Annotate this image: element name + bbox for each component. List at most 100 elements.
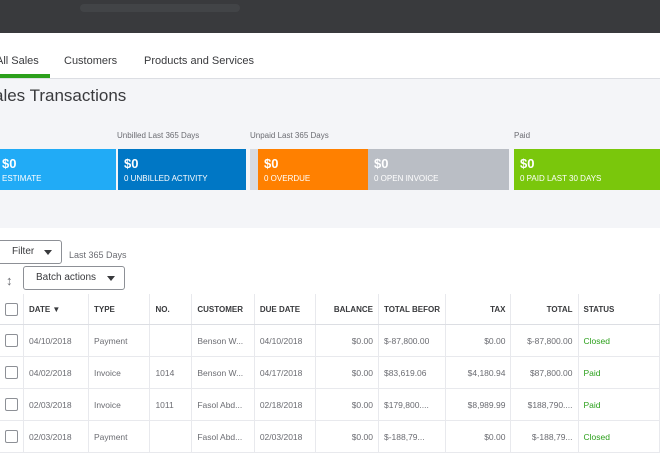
header-total-before[interactable]: TOTAL BEFOR bbox=[378, 294, 446, 325]
transactions-table: DATE ▼ TYPE NO. CUSTOMER DUE DATE BALANC… bbox=[0, 294, 660, 453]
balance-cell: $0.00 bbox=[315, 420, 379, 453]
status-cell: Closed bbox=[578, 420, 660, 453]
customer-cell[interactable]: Benson W... bbox=[191, 324, 255, 357]
row-checkbox-cell bbox=[0, 324, 24, 357]
header-balance[interactable]: BALANCE bbox=[315, 294, 379, 325]
table-header-row: DATE ▼ TYPE NO. CUSTOMER DUE DATE BALANC… bbox=[0, 294, 660, 325]
overdue-amount: $0 bbox=[264, 156, 279, 171]
unbilled-label: 0 UNBILLED ACTIVITY bbox=[124, 174, 208, 183]
total-cell: $-188,79... bbox=[510, 420, 579, 453]
header-no[interactable]: NO. bbox=[149, 294, 193, 325]
no-cell bbox=[149, 420, 193, 453]
paid-section-label: Paid bbox=[514, 131, 531, 140]
tax-cell: $4,180.94 bbox=[445, 356, 512, 389]
customer-cell[interactable]: Fasol Abd... bbox=[191, 420, 255, 453]
top-bar-decoration bbox=[80, 4, 240, 12]
total-before-cell: $-188,79... bbox=[378, 420, 446, 453]
paid-label: 0 PAID LAST 30 DAYS bbox=[520, 174, 602, 183]
no-cell: 1014 bbox=[149, 356, 193, 389]
row-checkbox-cell bbox=[0, 388, 24, 421]
select-all-cell bbox=[0, 294, 24, 325]
row-checkbox[interactable] bbox=[5, 398, 18, 411]
unpaid-section-label: Unpaid Last 365 Days bbox=[250, 131, 329, 140]
tab-bar: All Sales Customers Products and Service… bbox=[0, 33, 660, 79]
date-range-label: Last 365 Days bbox=[69, 250, 127, 260]
tax-cell: $0.00 bbox=[445, 420, 512, 453]
row-checkbox[interactable] bbox=[5, 366, 18, 379]
total-cell: $-87,800.00 bbox=[510, 324, 579, 357]
overdue-card-edge bbox=[250, 149, 258, 190]
no-cell: 1011 bbox=[149, 388, 193, 421]
customer-cell[interactable]: Fasol Abd... bbox=[191, 388, 255, 421]
date-cell: 04/10/2018 bbox=[23, 324, 89, 357]
header-date[interactable]: DATE ▼ bbox=[23, 294, 89, 325]
header-status[interactable]: STATUS bbox=[578, 294, 660, 325]
filter-button[interactable]: Filter bbox=[0, 240, 62, 264]
row-checkbox-cell bbox=[0, 420, 24, 453]
status-cell: Paid bbox=[578, 388, 660, 421]
header-due-date[interactable]: DUE DATE bbox=[254, 294, 317, 325]
select-all-checkbox[interactable] bbox=[5, 302, 18, 316]
type-cell: Invoice bbox=[88, 356, 151, 389]
tab-products-and-services[interactable]: Products and Services bbox=[144, 55, 255, 67]
date-cell: 04/02/2018 bbox=[23, 356, 89, 389]
open-invoice-label: 0 OPEN INVOICE bbox=[374, 174, 439, 183]
table-row[interactable]: 02/03/2018 Invoice 1011 Fasol Abd... 02/… bbox=[0, 388, 660, 421]
total-before-cell: $179,800.... bbox=[378, 388, 446, 421]
status-cell: Paid bbox=[578, 356, 660, 389]
table-row[interactable]: 04/02/2018 Invoice 1014 Benson W... 04/1… bbox=[0, 356, 660, 389]
total-cell: $87,800.00 bbox=[510, 356, 579, 389]
due-date-cell: 04/10/2018 bbox=[254, 324, 317, 357]
chevron-down-icon bbox=[107, 276, 115, 281]
paid-card[interactable]: $0 0 PAID LAST 30 DAYS bbox=[514, 149, 660, 190]
estimate-card[interactable]: $0 ESTIMATE bbox=[0, 149, 116, 190]
open-invoice-card[interactable]: $0 0 OPEN INVOICE bbox=[368, 149, 509, 190]
tax-cell: $8,989.99 bbox=[445, 388, 512, 421]
no-cell bbox=[149, 324, 193, 357]
overdue-label: 0 OVERDUE bbox=[264, 174, 311, 183]
date-cell: 02/03/2018 bbox=[23, 420, 89, 453]
row-checkbox[interactable] bbox=[5, 430, 18, 443]
type-cell: Payment bbox=[88, 324, 151, 357]
balance-cell: $0.00 bbox=[315, 324, 379, 357]
status-cell: Closed bbox=[578, 324, 660, 357]
table-row[interactable]: 02/03/2018 Payment Fasol Abd... 02/03/20… bbox=[0, 420, 660, 453]
table-row[interactable]: 04/10/2018 Payment Benson W... 04/10/201… bbox=[0, 324, 660, 357]
type-cell: Payment bbox=[88, 420, 151, 453]
open-invoice-amount: $0 bbox=[374, 156, 389, 171]
paid-amount: $0 bbox=[520, 156, 535, 171]
active-tab-indicator bbox=[0, 74, 50, 78]
overdue-card[interactable]: $0 0 OVERDUE bbox=[258, 149, 368, 190]
filter-button-label: Filter bbox=[12, 246, 35, 257]
tax-cell: $0.00 bbox=[445, 324, 512, 357]
total-cell: $188,790.... bbox=[510, 388, 579, 421]
row-checkbox[interactable] bbox=[5, 334, 18, 347]
header-type[interactable]: TYPE bbox=[88, 294, 151, 325]
unbilled-section-label: Unbilled Last 365 Days bbox=[117, 131, 200, 140]
tab-all-sales[interactable]: All Sales bbox=[0, 55, 39, 67]
due-date-cell: 02/18/2018 bbox=[254, 388, 317, 421]
unbilled-activity-card[interactable]: $0 0 UNBILLED ACTIVITY bbox=[118, 149, 246, 190]
sort-arrows-icon[interactable]: ↕ bbox=[6, 273, 13, 288]
due-date-cell: 04/17/2018 bbox=[254, 356, 317, 389]
row-checkbox-cell bbox=[0, 356, 24, 389]
date-cell: 02/03/2018 bbox=[23, 388, 89, 421]
header-total[interactable]: TOTAL bbox=[510, 294, 579, 325]
top-bar bbox=[0, 0, 660, 33]
chevron-down-icon bbox=[44, 250, 52, 255]
due-date-cell: 02/03/2018 bbox=[254, 420, 317, 453]
total-before-cell: $-87,800.00 bbox=[378, 324, 446, 357]
type-cell: Invoice bbox=[88, 388, 151, 421]
estimate-label: ESTIMATE bbox=[2, 174, 42, 183]
unbilled-amount: $0 bbox=[124, 156, 139, 171]
page-title: ales Transactions bbox=[0, 86, 127, 105]
estimate-amount: $0 bbox=[2, 156, 17, 171]
batch-actions-label: Batch actions bbox=[36, 272, 97, 283]
total-before-cell: $83,619.06 bbox=[378, 356, 446, 389]
balance-cell: $0.00 bbox=[315, 356, 379, 389]
customer-cell[interactable]: Benson W... bbox=[191, 356, 255, 389]
header-customer[interactable]: CUSTOMER bbox=[191, 294, 255, 325]
batch-actions-button[interactable]: Batch actions bbox=[23, 266, 125, 290]
tab-customers[interactable]: Customers bbox=[64, 55, 118, 67]
header-tax[interactable]: TAX bbox=[445, 294, 512, 325]
